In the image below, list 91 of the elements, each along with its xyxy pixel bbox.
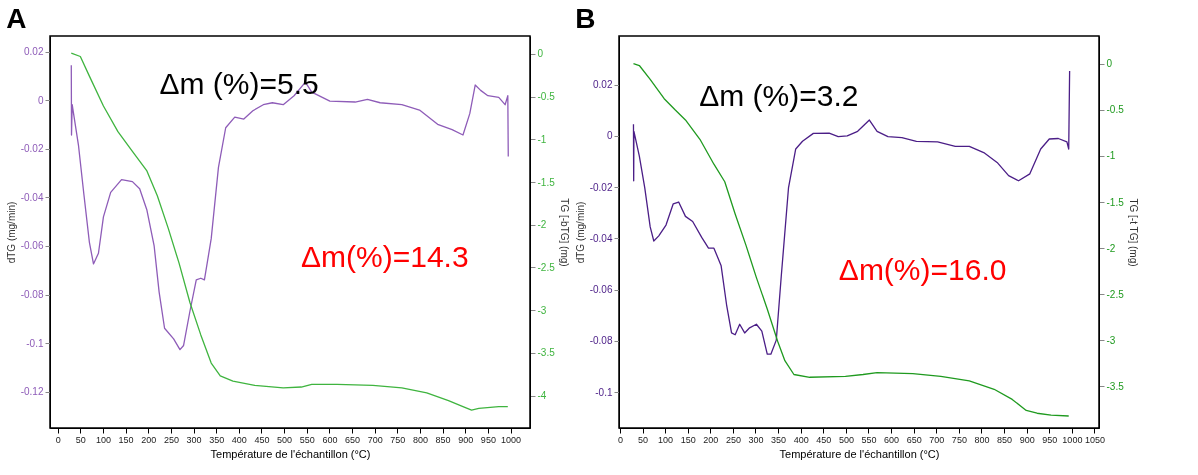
y2-tick-label: -2 [1106, 242, 1116, 254]
y2-axis-title: TG [-t TG] (mg) [1127, 198, 1139, 267]
x-tick-label: 450 [816, 434, 832, 445]
y-tick-label: -0.1 [595, 386, 613, 398]
x-tick-label: 700 [367, 434, 383, 445]
x-tick-label: 700 [929, 434, 945, 445]
y-tick-label: -0.12 [20, 386, 44, 398]
x-tick-label: 750 [390, 434, 406, 445]
x-tick-label: 850 [997, 434, 1013, 445]
y2-tick-label: -4 [537, 390, 547, 402]
x-tick-label: 1000 [501, 434, 522, 445]
y2-tick-label: -0.5 [1106, 104, 1125, 116]
x-tick-label: 150 [118, 434, 134, 445]
y-tick-label: -0.04 [20, 191, 44, 203]
annotation: Δm(%)=14.3 [301, 240, 469, 274]
line-series [632, 63, 1070, 417]
x-tick-label: 950 [1042, 434, 1058, 445]
y-tick-label: 0.02 [593, 79, 613, 91]
x-tick-label: 450 [254, 434, 270, 445]
y2-tick-label: -3 [537, 304, 547, 316]
y2-tick-label: -3.5 [1106, 380, 1125, 392]
x-tick-label: 850 [435, 434, 451, 445]
x-tick-label: 650 [345, 434, 361, 445]
x-tick-label: 600 [884, 434, 900, 445]
line-series [70, 52, 509, 411]
line-series [70, 64, 509, 351]
y2-tick-label: -0.5 [537, 91, 556, 103]
x-tick-label: 900 [1019, 434, 1035, 445]
annotation: Δm(%)=16.0 [838, 253, 1007, 287]
x-axis-title: Température de l'échantillon (°C) [210, 447, 371, 460]
x-tick-label: 400 [793, 434, 809, 445]
x-tick-label: 150 [680, 434, 696, 445]
x-tick-label: 200 [141, 434, 157, 445]
y-tick-label: -0.06 [20, 240, 44, 252]
x-tick-label: 400 [231, 434, 247, 445]
x-tick-label: 950 [480, 434, 496, 445]
x-tick-label: 800 [974, 434, 990, 445]
x-tick-label: 250 [163, 434, 179, 445]
x-tick-label: 800 [412, 434, 428, 445]
y2-tick-label: -3 [1106, 334, 1116, 346]
x-axis-title: Température de l'échantillon (°C) [779, 447, 940, 460]
y-tick-label: -0.1 [26, 337, 44, 349]
chart-title: B [575, 3, 596, 34]
x-tick-label: 900 [458, 434, 474, 445]
y-tick-label: -0.02 [20, 143, 44, 155]
x-tick-label: 750 [951, 434, 967, 445]
y-tick-label: 0 [37, 94, 44, 106]
y2-tick-label: -2.5 [1106, 288, 1125, 300]
x-tick-label: 350 [771, 434, 787, 445]
x-tick-label: 650 [906, 434, 922, 445]
x-tick-label: 550 [299, 434, 315, 445]
y2-tick-label: -1 [537, 133, 547, 145]
y-axis-title: dTG (mg/min) [574, 201, 586, 264]
y-tick-label: -0.04 [589, 232, 613, 244]
x-tick-label: 1000 [1062, 434, 1083, 445]
line-series [632, 70, 1071, 355]
y-axis-title: dTG (mg/min) [5, 201, 17, 264]
y-tick-label: -0.08 [20, 289, 44, 300]
y2-tick-label: -2 [537, 219, 547, 231]
x-tick-label: 300 [186, 434, 202, 445]
x-tick-label: 500 [838, 434, 854, 445]
x-tick-label: 50 [637, 434, 649, 445]
x-tick-label: 500 [277, 434, 293, 445]
x-tick-label: 100 [95, 434, 111, 445]
x-tick-label: 1050 [1084, 434, 1105, 445]
y-tick-label: -0.02 [589, 181, 613, 193]
y2-axis-title: TG [-bTG] (mg) [558, 198, 570, 267]
x-tick-label: 600 [322, 434, 338, 445]
y2-tick-label: -3.5 [537, 347, 556, 359]
y-tick-label: -0.06 [589, 284, 613, 296]
annotation: Δm (%)=5.5 [159, 66, 319, 100]
x-tick-label: 0 [617, 434, 623, 445]
y2-tick-label: 0 [1106, 58, 1113, 70]
x-tick-label: 250 [725, 434, 741, 445]
y-tick-label: 0.02 [24, 46, 44, 58]
x-tick-label: 100 [658, 434, 674, 445]
y2-tick-label: -1 [1106, 150, 1116, 162]
y2-tick-label: -1.5 [537, 176, 556, 188]
x-tick-label: 50 [75, 434, 86, 445]
y2-tick-label: -2.5 [537, 261, 556, 273]
x-tick-label: 350 [209, 434, 225, 445]
y2-tick-label: 0 [537, 48, 544, 60]
x-tick-label: 200 [703, 434, 719, 445]
y-tick-label: -0.08 [589, 335, 613, 347]
y-tick-label: 0 [606, 130, 613, 142]
x-tick-label: 0 [55, 434, 61, 445]
annotation: Δm (%)=3.2 [699, 78, 859, 112]
y2-tick-label: -1.5 [1106, 196, 1125, 208]
x-tick-label: 550 [861, 434, 877, 445]
x-tick-label: 300 [748, 434, 764, 445]
chart-title: A [6, 3, 27, 34]
